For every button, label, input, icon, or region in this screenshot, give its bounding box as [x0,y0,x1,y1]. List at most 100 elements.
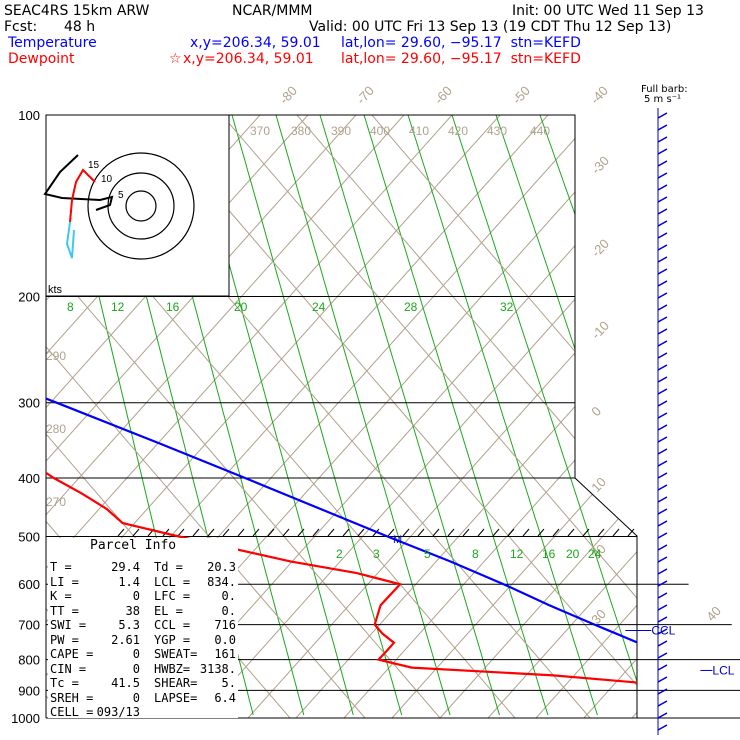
wind-barb [657,160,668,167]
wind-barb [657,508,668,515]
wind-barb [657,328,668,335]
mixing-ratio-label: 12 [510,547,524,561]
hatch-mark [267,528,275,537]
hatch-mark [462,528,470,537]
hatch-mark [417,528,425,537]
dry-adiabat-line [46,115,405,718]
wind-barb [657,412,668,419]
pressure-label: 200 [18,290,40,305]
parcel-info-cell: 093/13 [96,705,140,719]
wind-barb [657,316,668,323]
dry-adiabat-line [535,115,637,718]
hatch-mark [492,528,500,537]
isotherm-label: -70 [353,83,377,107]
mixing-ratio-line [275,115,451,716]
parcel-info-cell: 20.3 [207,560,236,574]
mixing-ratio-line [319,115,500,716]
wind-barb [657,208,668,215]
dry-adiabat-line [487,115,637,718]
wind-barb [657,424,668,431]
wind-barb [657,112,668,119]
dry-adiabat-line [0,115,20,718]
wind-barb [657,472,668,479]
mixing-ratio-label: 28 [404,300,418,314]
wind-barb [657,292,668,299]
dewpoint-location: lat,lon= 29.60, −95.17 stn=KEFD [341,51,581,67]
isotherm-label: -20 [588,236,612,260]
parcel-info-cell: LAPSE= [154,690,198,705]
wind-barb [657,448,668,455]
wind-barb [657,352,668,359]
hatch-mark [132,528,140,537]
hatch-mark [342,528,350,537]
mixing-ratio-label: 16 [166,300,180,314]
parcel-info-cell: 2.61 [111,632,140,647]
parcel-info-cell: 0 [132,647,140,661]
mixing-ratio-label: 2 [336,547,343,561]
isotherm-label: -50 [509,83,533,107]
mixing-ratio-label: 12 [111,300,125,314]
barb-title-line1: Full barb: [641,84,688,95]
hatch-mark [282,528,290,537]
hodograph-trace-upper [43,154,114,211]
mixing-ratio-label: 24 [312,300,326,314]
isotherm-label: -40 [587,83,611,107]
wind-barb [657,724,668,731]
wind-barb [657,196,668,203]
isotherm-line [221,115,637,718]
mixing-ratio-label: 8 [67,300,74,314]
hatch-mark [612,528,620,537]
hodograph-ring-label: 10 [101,174,113,185]
parcel-info-cell: SHEAR= [154,676,198,690]
wind-barb [657,628,668,635]
parcel-info-panel: Parcel Info T = 29.4 Td = 20.3 LI = 1.4 LCL = 83… [48,538,238,719]
dry-adiabat-line [631,115,637,718]
hodograph-ring-label: 5 [118,190,124,201]
temperature-location: lat,lon= 29.60, −95.17 stn=KEFD [341,35,581,51]
parcel-info-cell: 6.4 [214,690,236,705]
hatch-mark [297,528,305,537]
hatch-mark [312,528,320,537]
wind-barb [657,568,668,575]
hatch-mark [552,528,560,537]
dry-adiabat-line [46,115,453,718]
parcel-info-cell: 0. [221,589,236,603]
parcel-info-cell: 0 [132,589,140,603]
wind-barb [657,688,668,695]
model-title: SEAC4RS 15km ARW [4,3,150,19]
mixing-ratio-line [407,115,598,716]
dewpoint-legend-label: Dewpoint [8,51,75,67]
parcel-info-cell: YGP = [154,632,191,647]
isotherm-line [46,115,366,718]
theta-label: 430 [487,124,507,138]
hatch-mark [567,528,575,537]
dry-adiabat-line [728,115,740,718]
pressure-label: 1000 [11,711,40,726]
parcel-info-cell: 161 [214,647,236,661]
hatch-mark [402,528,410,537]
hatch-mark [627,528,635,537]
wind-barb [657,244,668,251]
wind-barb [657,664,668,671]
wind-barb [657,268,668,275]
dry-adiabat-line [46,115,357,718]
parcel-info-cell: Td = [154,560,183,574]
hatch-mark [507,528,515,537]
parcel-info-title: Parcel Info [90,538,177,553]
parcel-info-cell: 0. [221,603,236,618]
mixing-ratio-label: 3 [373,547,380,561]
wind-barb [657,436,668,443]
hatch-mark [252,528,260,537]
pressure-label: 800 [18,653,40,668]
parcel-info-cell: 41.5 [111,676,140,690]
wind-barb [657,136,668,143]
hatch-mark [477,528,485,537]
hodograph-units: kts [48,284,63,296]
wind-barb [657,592,668,599]
isotherm-label: -30 [588,153,612,177]
parcel-info-cell: 29.4 [111,560,140,574]
theta-label: 390 [331,124,351,138]
hodograph-trace-low [65,221,75,259]
temperature-profile [46,115,637,718]
mixing-ratio-line [231,115,403,716]
